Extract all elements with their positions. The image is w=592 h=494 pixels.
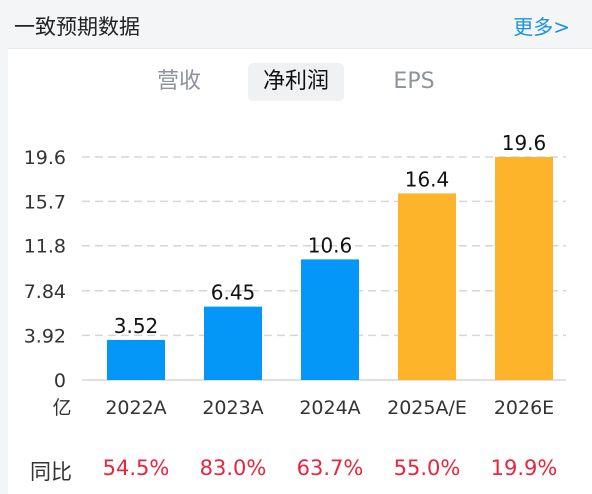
y-unit-label: 亿 [52, 397, 71, 419]
metric-tabs: 营收 净利润 EPS [0, 63, 592, 101]
section-header: 一致预期数据 更多> [0, 0, 592, 49]
bar-value-label: 19.6 [502, 131, 547, 155]
bar-2022A [107, 339, 165, 380]
y-tick-label: 19.6 [24, 147, 66, 169]
x-category-label: 2022A [105, 397, 166, 419]
net-profit-bar-chart: 0 3.92 7.84 11.8 15.7 19.6 亿 3.52 2022A 6.45 2023A… [24, 131, 566, 419]
y-tick-label: 15.7 [24, 191, 66, 213]
bar-value-label: 10.6 [308, 233, 353, 257]
x-category-label: 2026E [494, 397, 554, 419]
y-tick-label: 0 [54, 370, 66, 392]
yoy-value-2025A/E: 55.0% [393, 456, 461, 480]
yoy-value-2024A: 63.7% [296, 456, 364, 480]
yoy-value-2023A: 83.0% [199, 456, 267, 480]
section-title: 一致预期数据 [14, 15, 140, 39]
x-category-label: 2023A [202, 397, 263, 419]
yoy-label: 同比 [30, 460, 72, 484]
yoy-value-2022A: 54.5% [102, 456, 170, 480]
bar-value-label: 16.4 [405, 167, 450, 191]
bar-2026E [495, 157, 553, 380]
x-category-label: 2025A/E [387, 397, 467, 419]
left-edge-strip [0, 48, 8, 494]
more-link[interactable]: 更多> [513, 15, 570, 39]
tab-eps[interactable]: EPS [393, 69, 435, 94]
bar-value-label: 6.45 [211, 281, 256, 305]
tab-net-profit[interactable]: 净利润 [248, 63, 344, 101]
tab-revenue[interactable]: 营收 [156, 69, 201, 94]
bar-value-label: 3.52 [114, 314, 159, 338]
x-category-label: 2024A [299, 397, 360, 419]
y-tick-label: 11.8 [24, 236, 66, 258]
bar-2024A [301, 259, 359, 380]
y-tick-label: 7.84 [24, 281, 66, 303]
y-tick-label: 3.92 [24, 325, 66, 347]
bar-2025A/E [398, 193, 456, 380]
yoy-value-2026E: 19.9% [490, 456, 558, 480]
yoy-row: 同比 54.5% 83.0% 63.7% 55.0% 19.9% [0, 452, 592, 488]
bar-2023A [204, 306, 262, 380]
